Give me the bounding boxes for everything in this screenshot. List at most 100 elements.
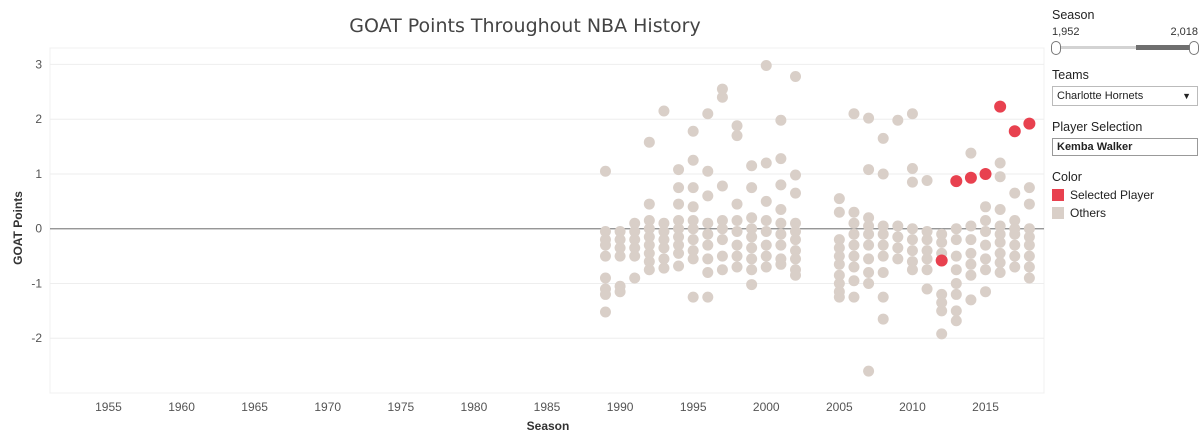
- others-point[interactable]: [965, 234, 977, 246]
- others-point[interactable]: [629, 225, 641, 237]
- others-point[interactable]: [746, 264, 758, 276]
- others-point[interactable]: [702, 108, 714, 120]
- others-point[interactable]: [673, 164, 685, 176]
- others-point[interactable]: [936, 236, 948, 248]
- others-point[interactable]: [936, 305, 948, 317]
- others-point[interactable]: [833, 193, 845, 205]
- others-point[interactable]: [950, 288, 962, 300]
- others-point[interactable]: [731, 130, 743, 142]
- others-point[interactable]: [848, 206, 860, 218]
- others-point[interactable]: [716, 91, 728, 103]
- others-point[interactable]: [790, 253, 801, 265]
- others-point[interactable]: [760, 225, 772, 237]
- legend-item-selected[interactable]: Selected Player: [1052, 188, 1198, 202]
- others-point[interactable]: [848, 275, 860, 287]
- others-point[interactable]: [629, 217, 641, 229]
- others-point[interactable]: [994, 228, 1006, 240]
- others-point[interactable]: [760, 239, 772, 251]
- others-point[interactable]: [790, 217, 801, 229]
- others-point[interactable]: [614, 250, 626, 262]
- others-point[interactable]: [716, 234, 728, 246]
- others-point[interactable]: [716, 83, 728, 95]
- others-point[interactable]: [980, 286, 992, 298]
- others-point[interactable]: [716, 180, 728, 192]
- others-point[interactable]: [687, 215, 699, 226]
- selected-player-point[interactable]: [950, 175, 963, 188]
- others-point[interactable]: [833, 291, 845, 303]
- others-point[interactable]: [599, 239, 611, 251]
- others-point[interactable]: [746, 242, 758, 254]
- others-point[interactable]: [790, 169, 801, 181]
- selected-player-point[interactable]: [1008, 125, 1021, 138]
- others-point[interactable]: [1023, 250, 1035, 262]
- others-point[interactable]: [790, 187, 801, 199]
- others-point[interactable]: [599, 272, 611, 284]
- selected-player-point[interactable]: [935, 254, 948, 267]
- others-point[interactable]: [863, 267, 875, 279]
- teams-dropdown[interactable]: Charlotte Hornets ▼: [1052, 86, 1198, 106]
- others-point[interactable]: [702, 217, 714, 229]
- others-point[interactable]: [790, 70, 801, 82]
- others-point[interactable]: [673, 223, 685, 235]
- others-point[interactable]: [790, 234, 801, 246]
- others-point[interactable]: [863, 212, 875, 224]
- others-point[interactable]: [643, 136, 655, 148]
- others-point[interactable]: [921, 225, 933, 237]
- others-point[interactable]: [775, 114, 787, 126]
- others-point[interactable]: [921, 234, 933, 246]
- others-point[interactable]: [1023, 231, 1035, 243]
- others-point[interactable]: [790, 245, 801, 257]
- others-point[interactable]: [746, 223, 758, 235]
- others-point[interactable]: [658, 105, 670, 117]
- others-point[interactable]: [716, 223, 728, 235]
- slider-right-handle[interactable]: [1189, 41, 1199, 55]
- others-point[interactable]: [1009, 239, 1021, 251]
- others-point[interactable]: [1023, 182, 1035, 194]
- others-point[interactable]: [863, 365, 875, 377]
- selected-player-point[interactable]: [1023, 117, 1036, 130]
- others-point[interactable]: [950, 305, 962, 317]
- others-point[interactable]: [746, 182, 758, 194]
- others-point[interactable]: [790, 225, 801, 237]
- others-point[interactable]: [658, 225, 670, 237]
- others-point[interactable]: [906, 162, 918, 174]
- others-point[interactable]: [848, 261, 860, 273]
- others-point[interactable]: [892, 114, 904, 126]
- others-point[interactable]: [760, 60, 772, 72]
- others-point[interactable]: [687, 182, 699, 194]
- others-point[interactable]: [775, 217, 787, 229]
- others-point[interactable]: [833, 269, 845, 281]
- others-point[interactable]: [863, 239, 875, 251]
- others-point[interactable]: [994, 247, 1006, 259]
- others-point[interactable]: [673, 198, 685, 210]
- others-point[interactable]: [614, 286, 626, 298]
- others-point[interactable]: [994, 236, 1006, 248]
- others-point[interactable]: [921, 264, 933, 276]
- others-point[interactable]: [687, 223, 699, 235]
- others-point[interactable]: [687, 253, 699, 265]
- others-point[interactable]: [643, 264, 655, 276]
- others-point[interactable]: [629, 250, 641, 262]
- others-point[interactable]: [877, 220, 889, 232]
- others-point[interactable]: [643, 247, 655, 259]
- others-point[interactable]: [877, 132, 889, 144]
- others-point[interactable]: [643, 231, 655, 243]
- others-point[interactable]: [950, 264, 962, 276]
- others-point[interactable]: [702, 267, 714, 279]
- others-point[interactable]: [790, 269, 801, 281]
- others-point[interactable]: [965, 258, 977, 270]
- others-point[interactable]: [848, 228, 860, 240]
- others-point[interactable]: [599, 225, 611, 237]
- others-point[interactable]: [687, 234, 699, 246]
- others-point[interactable]: [936, 288, 948, 300]
- others-point[interactable]: [950, 277, 962, 289]
- others-point[interactable]: [716, 250, 728, 262]
- others-point[interactable]: [775, 179, 787, 191]
- others-point[interactable]: [760, 261, 772, 273]
- player-selection-input[interactable]: Kemba Walker: [1052, 138, 1198, 156]
- others-point[interactable]: [687, 201, 699, 213]
- others-point[interactable]: [760, 195, 772, 207]
- others-point[interactable]: [673, 260, 685, 272]
- others-point[interactable]: [848, 239, 860, 251]
- others-point[interactable]: [716, 215, 728, 226]
